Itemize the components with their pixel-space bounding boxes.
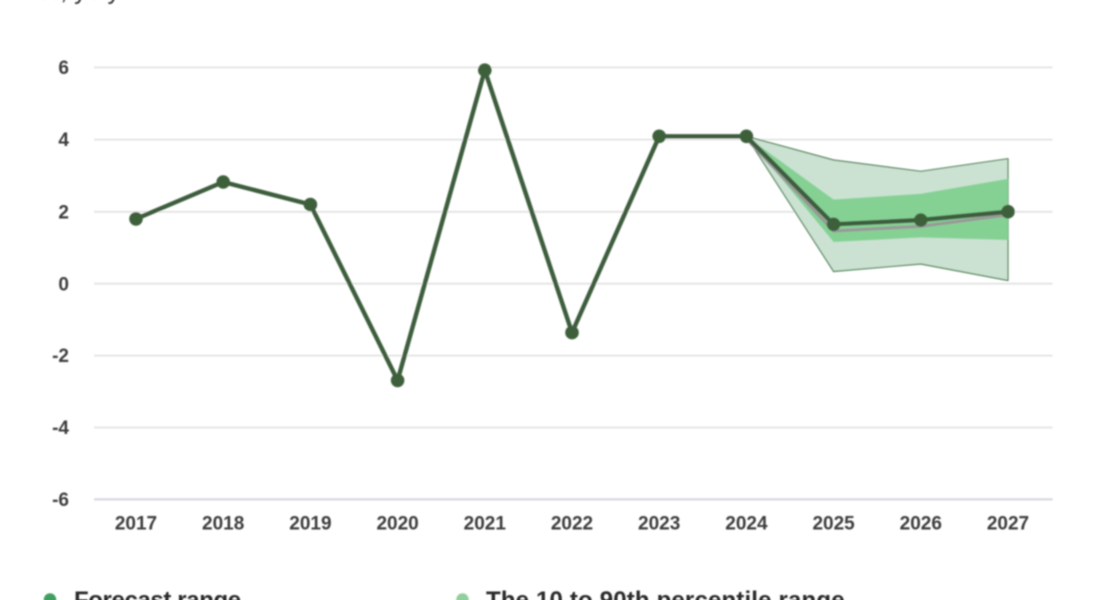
svg-text:-4: -4	[52, 418, 69, 439]
svg-text:2017: 2017	[115, 514, 157, 535]
svg-text:4: 4	[58, 130, 69, 151]
svg-text:2024: 2024	[725, 514, 768, 535]
svg-text:Forecast range: Forecast range	[74, 587, 241, 600]
svg-text:2: 2	[58, 202, 69, 223]
svg-text:2018: 2018	[202, 514, 244, 535]
svg-text:2022: 2022	[551, 514, 593, 535]
svg-text:0: 0	[58, 274, 69, 295]
svg-text:2027: 2027	[987, 514, 1029, 535]
svg-text:2019: 2019	[289, 514, 331, 535]
svg-text:-2: -2	[52, 346, 69, 367]
svg-text:2026: 2026	[900, 514, 942, 535]
svg-text:6: 6	[58, 58, 69, 79]
svg-text:2020: 2020	[376, 514, 418, 535]
svg-text:The 10 to 90th percentile rang: The 10 to 90th percentile range	[486, 587, 845, 600]
svg-text:2023: 2023	[638, 514, 680, 535]
svg-text:2025: 2025	[812, 514, 855, 535]
svg-text:-6: -6	[52, 490, 69, 511]
svg-text:2021: 2021	[464, 514, 507, 535]
svg-text:%, y / y: %, y / y	[38, 0, 120, 5]
